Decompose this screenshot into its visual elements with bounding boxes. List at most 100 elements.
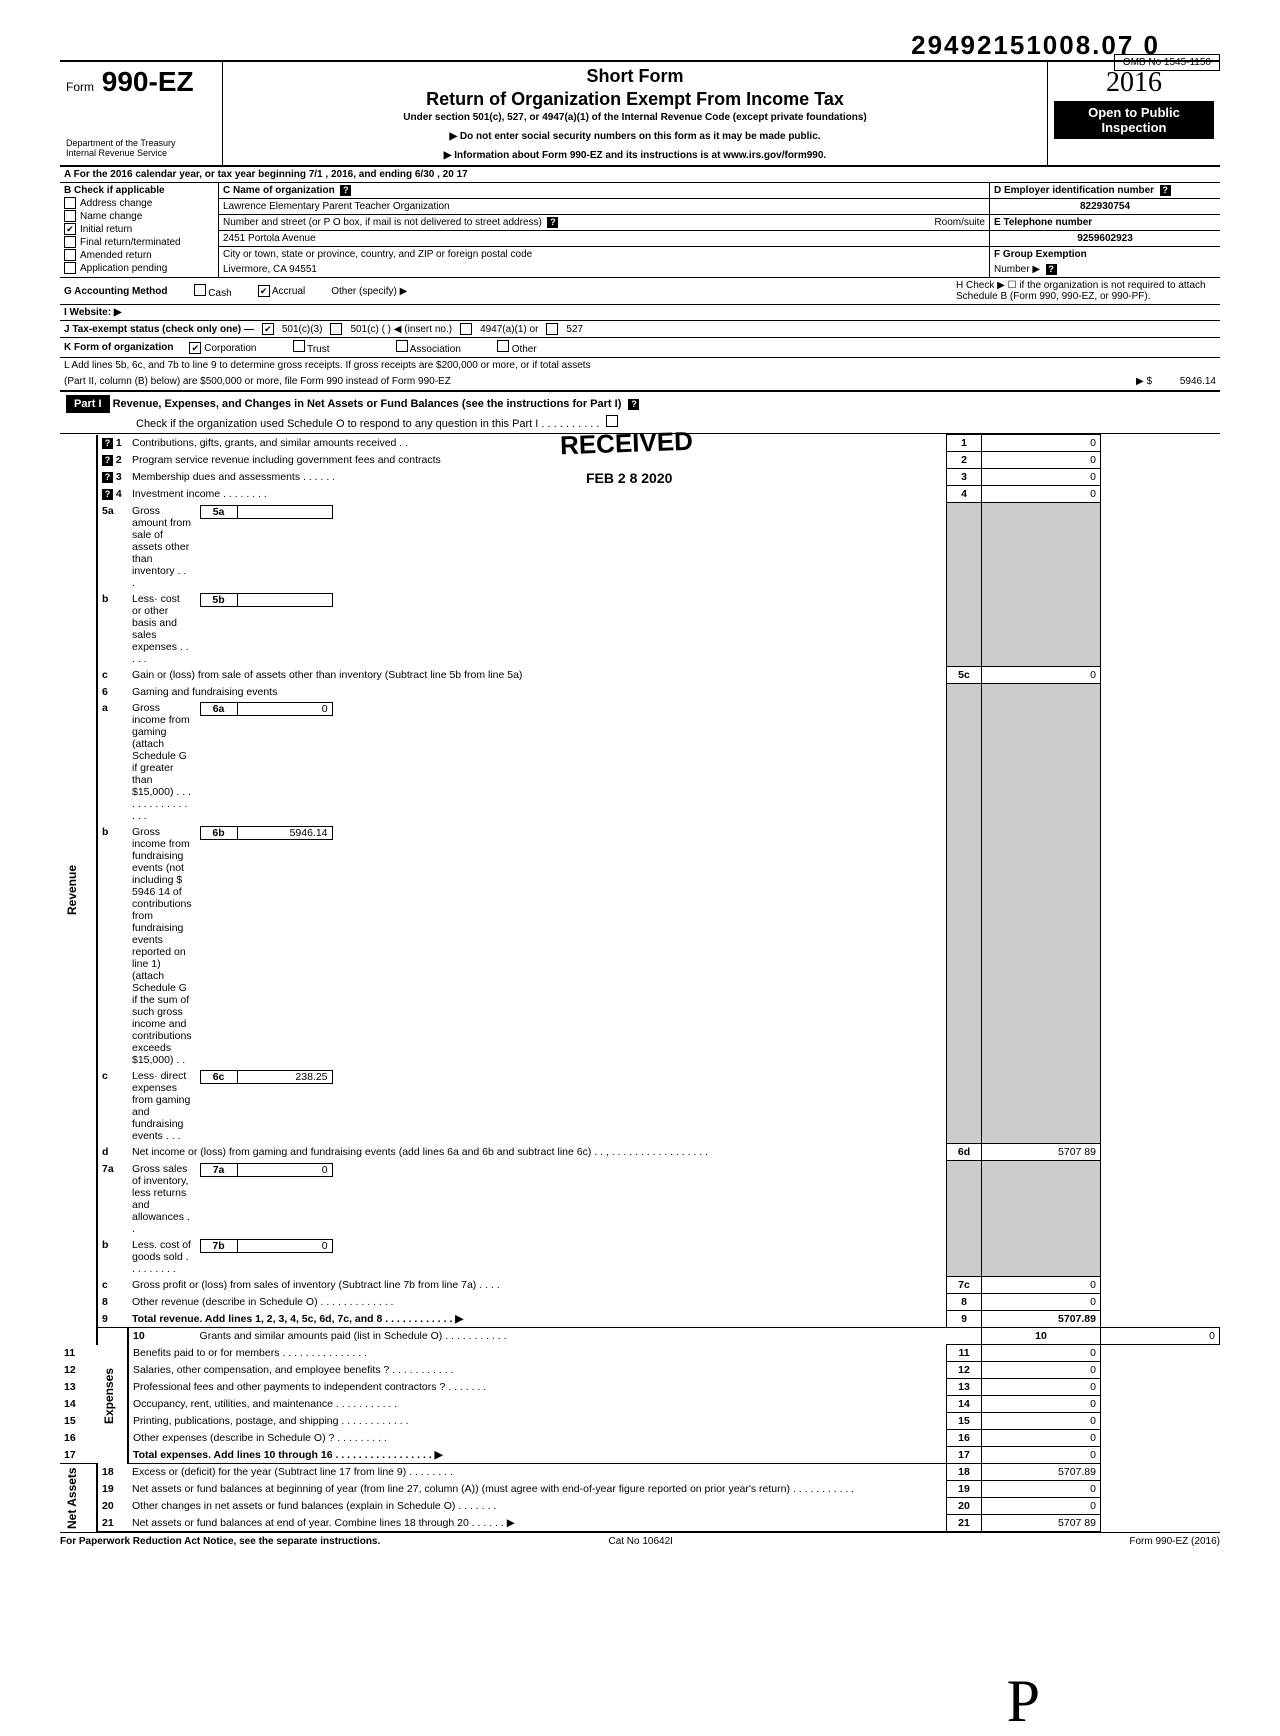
line-12-num: 12 <box>60 1362 97 1379</box>
chk-app-pending[interactable] <box>64 262 76 274</box>
line-7a-mini: 7a <box>200 1163 238 1177</box>
line-2-amt: 0 <box>982 452 1101 469</box>
city-label: City or town, state or province, country… <box>223 249 532 260</box>
line-17-amt: 0 <box>982 1447 1101 1464</box>
line-4-amt: 0 <box>982 486 1101 503</box>
line-19-amt: 0 <box>982 1481 1101 1498</box>
line-12-box: 12 <box>947 1362 982 1379</box>
lbl-assoc: Association <box>410 344 461 355</box>
section-b-header: B Check if applicable <box>64 185 214 196</box>
line-l-1: L Add lines 5b, 6c, and 7b to line 9 to … <box>60 358 1220 373</box>
chk-other-org[interactable] <box>497 340 509 352</box>
line-10-desc: Grants and similar amounts paid (list in… <box>196 1328 982 1345</box>
line-8-box: 8 <box>947 1294 982 1311</box>
footer-left: For Paperwork Reduction Act Notice, see … <box>60 1536 380 1547</box>
chk-trust[interactable] <box>293 340 305 352</box>
form-label-small: Form <box>66 80 94 94</box>
help-icon[interactable]: ? <box>102 472 113 483</box>
line-12-amt: 0 <box>982 1362 1101 1379</box>
line-7c-desc: Gross profit or (loss) from sales of inv… <box>128 1277 947 1294</box>
line-13-amt: 0 <box>982 1379 1101 1396</box>
lbl-amended: Amended return <box>80 250 152 261</box>
chk-assoc[interactable] <box>396 340 408 352</box>
line-17-box: 17 <box>947 1447 982 1464</box>
lbl-4947: 4947(a)(1) or <box>480 324 538 335</box>
chk-accrual[interactable]: ✔ <box>258 285 270 297</box>
line-18-amt: 5707.89 <box>982 1464 1101 1481</box>
line-16-num: 16 <box>60 1430 97 1447</box>
line-6d-desc: Net income or (loss) from gaming and fun… <box>128 1144 947 1161</box>
line-6c-mamt: 238.25 <box>238 1070 333 1084</box>
help-icon[interactable]: ? <box>628 399 639 410</box>
line-7c-box: 7c <box>947 1277 982 1294</box>
line-6a-mamt: 0 <box>238 702 333 716</box>
ssn-warning: ▶ Do not enter social security numbers o… <box>229 131 1041 142</box>
h-label: H Check ▶ ☐ if the organization is not r… <box>956 280 1216 302</box>
row-a-text: A For the 2016 calendar year, or tax yea… <box>60 167 1220 182</box>
chk-cash[interactable] <box>194 284 206 296</box>
tax-year: 2016 <box>1106 67 1162 98</box>
side-expenses: Expenses <box>97 1328 128 1464</box>
chk-527[interactable] <box>546 323 558 335</box>
k-label: K Form of organization <box>64 342 173 353</box>
chk-amended[interactable] <box>64 249 76 261</box>
help-icon[interactable]: ? <box>102 489 113 500</box>
line-15-num: 15 <box>60 1413 97 1430</box>
line-6a-mini: 6a <box>200 702 238 716</box>
line-5b-desc: Less· cost or other basis and sales expe… <box>128 591 196 667</box>
dept-label: Department of the Treasury Internal Reve… <box>66 138 216 158</box>
line-12-desc: Salaries, other compensation, and employ… <box>128 1362 947 1379</box>
info-line: ▶ Information about Form 990-EZ and its … <box>229 150 1041 161</box>
chk-initial-return[interactable]: ✔ <box>64 223 76 235</box>
chk-4947[interactable] <box>460 323 472 335</box>
line-6b-num: b <box>97 824 128 1068</box>
form-header: Form 990-EZ Department of the Treasury I… <box>60 60 1220 167</box>
chk-501c3[interactable]: ✔ <box>262 323 274 335</box>
footer-right: Form 990-EZ (2016) <box>1129 1536 1220 1547</box>
line-21-amt: 5707 89 <box>982 1515 1101 1532</box>
chk-address-change[interactable] <box>64 197 76 209</box>
c-label: C Name of organization <box>223 185 335 196</box>
help-icon[interactable]: ? <box>1160 185 1171 196</box>
help-icon[interactable]: ? <box>102 455 113 466</box>
form-subtitle: Under section 501(c), 527, or 4947(a)(1)… <box>229 112 1041 123</box>
line-19-num: 19 <box>97 1481 128 1498</box>
line-5b-num: b <box>97 591 128 667</box>
chk-schedule-o[interactable] <box>606 415 618 427</box>
line-7a-mamt: 0 <box>238 1163 333 1177</box>
line-6b-desc: Gross income from fundraising events (no… <box>128 824 196 1068</box>
line-20-amt: 0 <box>982 1498 1101 1515</box>
line-20-box: 20 <box>947 1498 982 1515</box>
line-17-num: 17 <box>60 1447 97 1464</box>
help-icon[interactable]: ? <box>1046 264 1057 275</box>
line-7b-mamt: 0 <box>238 1239 333 1253</box>
line-8-amt: 0 <box>982 1294 1101 1311</box>
chk-final-return[interactable] <box>64 236 76 248</box>
line-9-desc: Total revenue. Add lines 1, 2, 3, 4, 5c,… <box>128 1311 947 1328</box>
line-13-num: 13 <box>60 1379 97 1396</box>
d-label: D Employer identification number <box>994 185 1154 196</box>
lbl-527: 527 <box>566 324 583 335</box>
lbl-corp: Corporation <box>204 343 256 354</box>
line-5c-num: c <box>97 667 128 684</box>
line-5b-mini: 5b <box>200 593 238 607</box>
line-9-amt: 5707.89 <box>982 1311 1101 1328</box>
part1-title: Revenue, Expenses, and Changes in Net As… <box>113 398 622 410</box>
line-8-desc: Other revenue (describe in Schedule O) .… <box>128 1294 947 1311</box>
help-icon[interactable]: ? <box>547 217 558 228</box>
f-sub: Number ▶ <box>994 264 1040 275</box>
lbl-other: Other (specify) ▶ <box>331 286 407 297</box>
line-15-box: 15 <box>947 1413 982 1430</box>
i-label: I Website: ▶ <box>64 307 122 318</box>
line-14-num: 14 <box>60 1396 97 1413</box>
chk-corp[interactable]: ✔ <box>189 342 201 354</box>
line-11-desc: Benefits paid to or for members . . . . … <box>128 1345 947 1362</box>
help-icon[interactable]: ? <box>340 185 351 196</box>
chk-501c[interactable] <box>330 323 342 335</box>
line-8-num: 8 <box>97 1294 128 1311</box>
line-14-box: 14 <box>947 1396 982 1413</box>
chk-name-change[interactable] <box>64 210 76 222</box>
open-public-box: Open to Public Inspection <box>1054 101 1214 139</box>
help-icon[interactable]: ? <box>102 438 113 449</box>
line-5b-mamt <box>238 593 333 607</box>
